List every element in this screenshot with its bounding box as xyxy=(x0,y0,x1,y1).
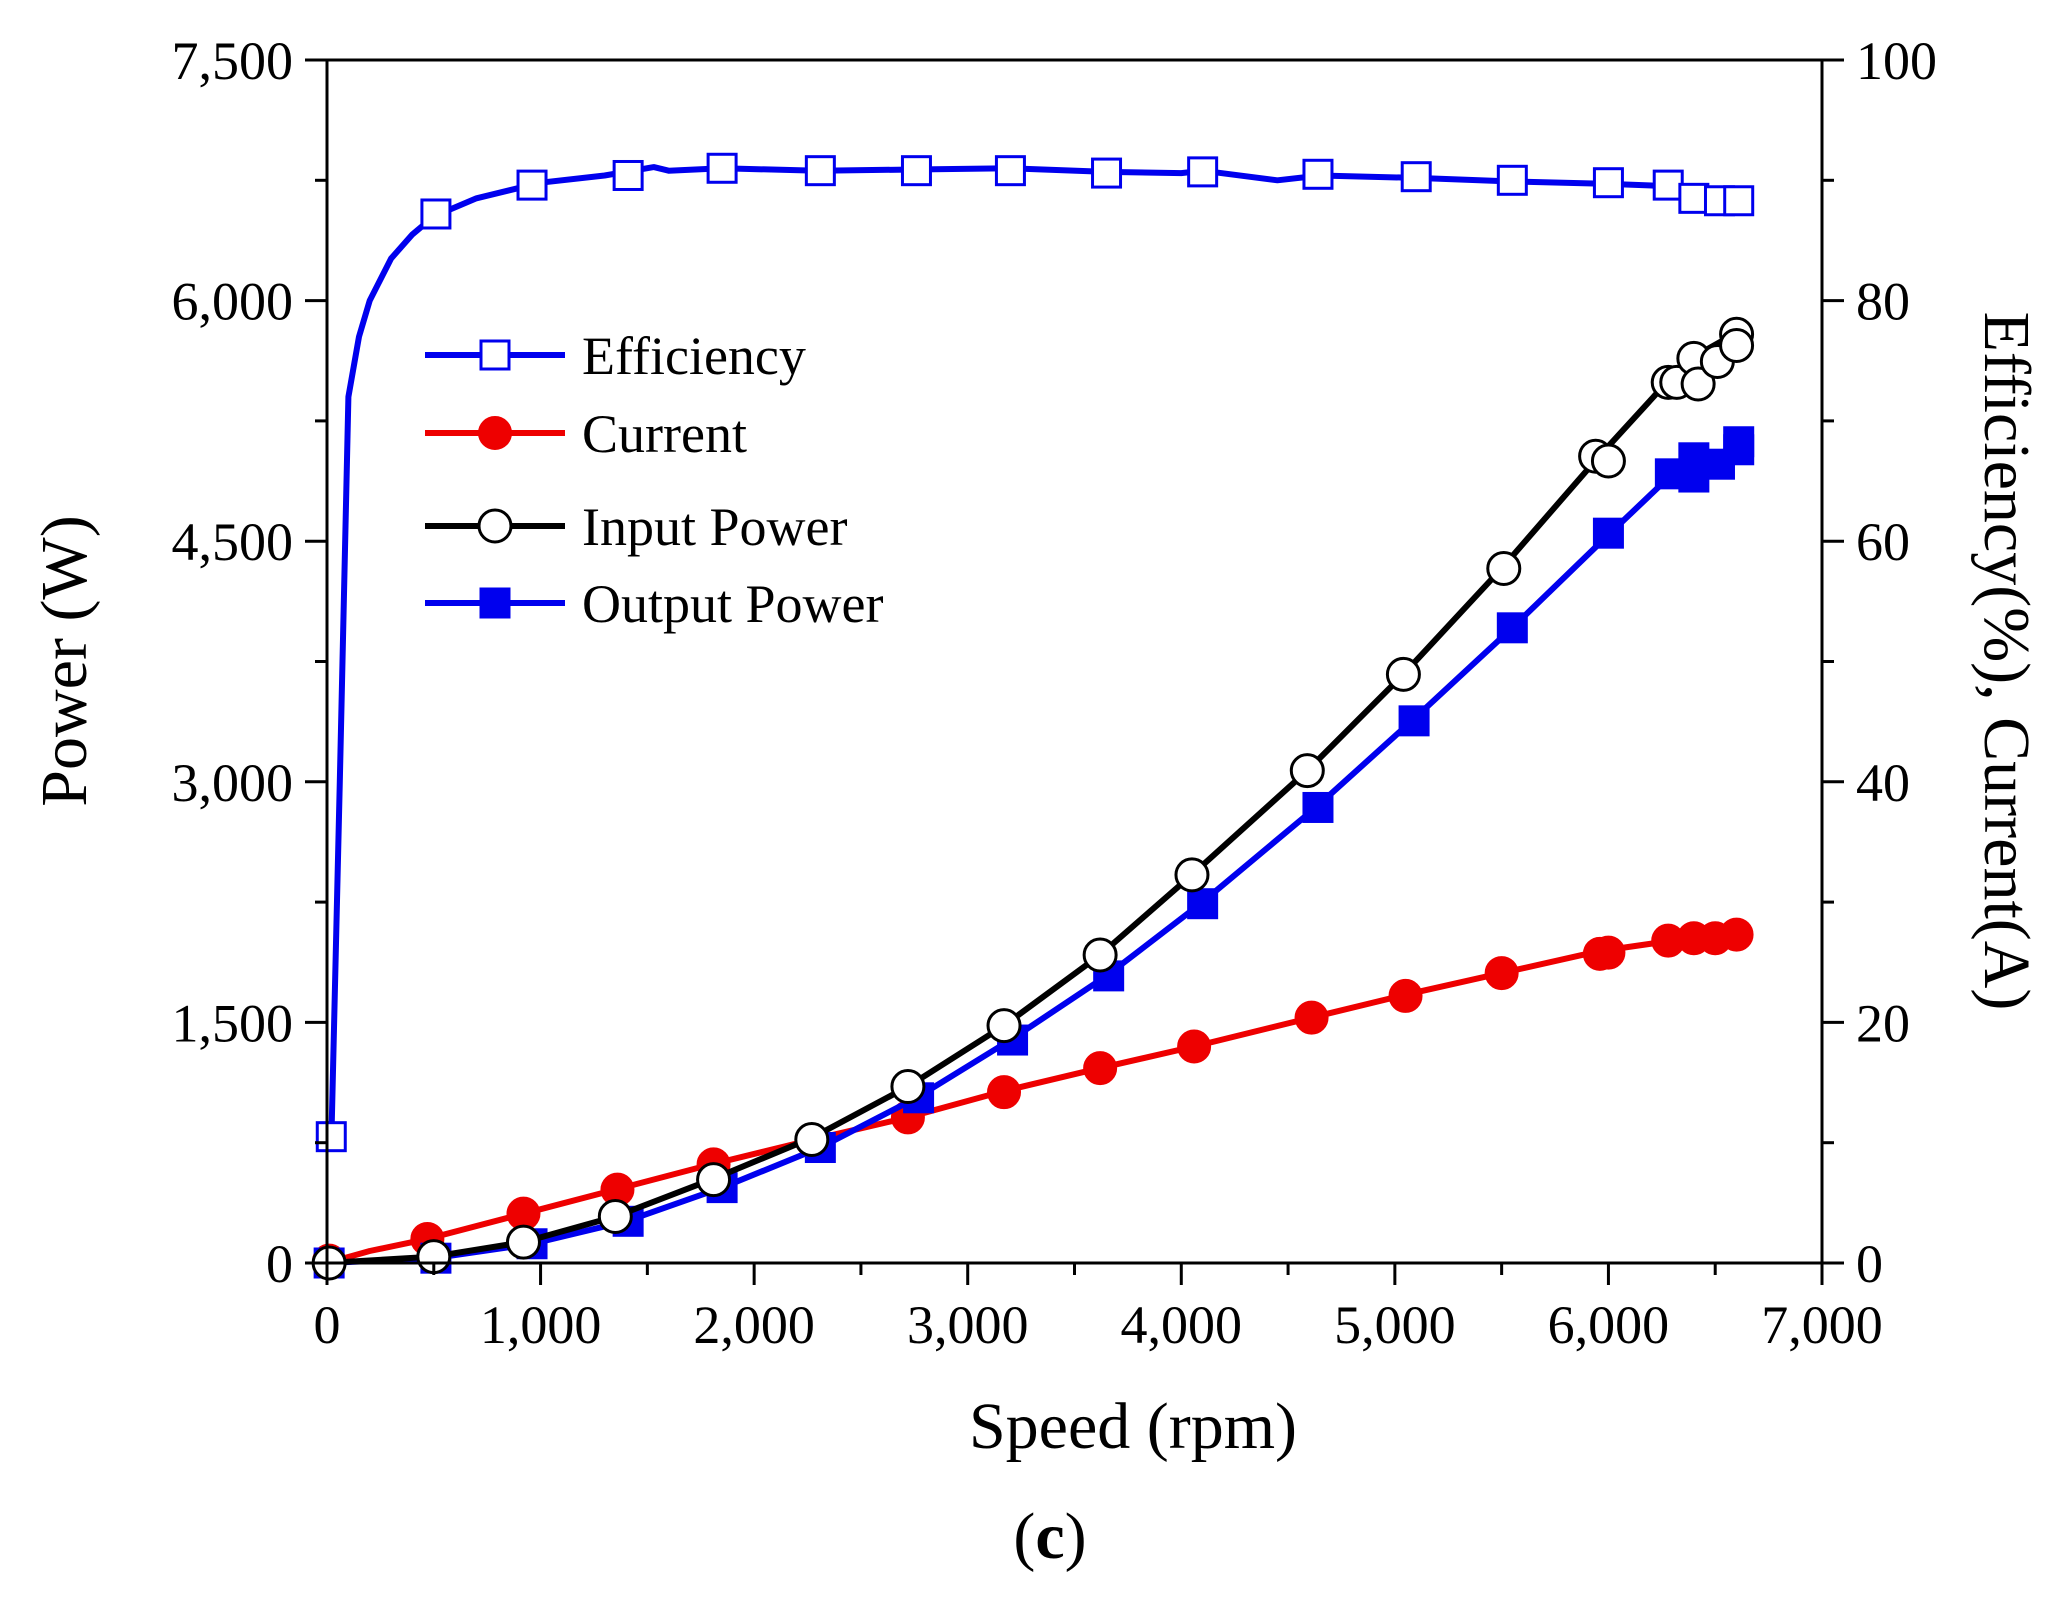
data-point-output-power xyxy=(1592,517,1624,549)
data-point-input-power xyxy=(1719,328,1755,364)
data-point-input-power xyxy=(597,1198,633,1234)
y-right-tick-label: 40 xyxy=(1856,753,1910,813)
legend-entry-current: Current xyxy=(425,404,747,464)
series-input-power xyxy=(311,316,1755,1281)
data-point-input-power xyxy=(794,1121,830,1157)
data-point-efficiency xyxy=(804,155,836,187)
data-point-current xyxy=(1083,1051,1118,1086)
x-tick-label: 1,000 xyxy=(480,1295,602,1355)
x-tick-label: 0 xyxy=(314,1295,341,1355)
x-tick-label: 5,000 xyxy=(1334,1295,1456,1355)
data-point-output-power xyxy=(1678,461,1710,493)
y-right-tick-label: 0 xyxy=(1856,1234,1883,1294)
data-point-input-power xyxy=(986,1008,1022,1044)
data-point-efficiency xyxy=(315,1121,347,1153)
data-point-input-power xyxy=(696,1162,732,1198)
y-left-tick-label: 6,000 xyxy=(172,272,294,332)
data-point-efficiency xyxy=(1091,157,1123,189)
ticks-layer: 0 1,000 2,000 3,000 4,000 5,000 6,000 7,00001,5… xyxy=(172,31,1938,1355)
series-layer xyxy=(311,152,1755,1281)
data-point-output-power xyxy=(1302,791,1334,823)
data-point-output-power xyxy=(1723,434,1755,466)
legend-label-input-power: Input Power xyxy=(582,497,847,557)
legend-entry-efficiency: Efficiency xyxy=(425,326,806,386)
data-point-efficiency xyxy=(1678,182,1710,214)
data-point-efficiency xyxy=(706,152,738,184)
data-point-current xyxy=(1591,935,1626,970)
data-point-input-power xyxy=(1174,857,1210,893)
data-point-input-power xyxy=(505,1224,541,1260)
data-point-efficiency xyxy=(1302,158,1334,190)
data-point-efficiency xyxy=(1723,185,1755,217)
legend-label-current: Current xyxy=(582,404,747,464)
legend-label-output-power: Output Power xyxy=(582,574,884,634)
y-left-tick-label: 1,500 xyxy=(172,993,294,1053)
data-point-efficiency xyxy=(612,159,644,191)
y-right-tick-label: 60 xyxy=(1856,512,1910,572)
y-left-tick-label: 4,500 xyxy=(172,512,294,572)
data-point-efficiency xyxy=(994,155,1026,187)
y-left-tick-label: 0 xyxy=(266,1234,293,1294)
legend: Efficiency Current Input Power Output Po… xyxy=(425,326,884,634)
data-point-efficiency xyxy=(516,169,548,201)
data-point-current xyxy=(1177,1029,1212,1064)
y-left-tick-label: 3,000 xyxy=(172,753,294,813)
data-point-input-power xyxy=(1590,443,1626,479)
y-axis-right-title: Efficiency(%), Current(A) xyxy=(1970,312,2043,1011)
legend-label-efficiency: Efficiency xyxy=(582,326,806,386)
data-point-input-power xyxy=(1680,366,1716,402)
data-point-input-power xyxy=(1385,656,1421,692)
data-point-efficiency xyxy=(420,198,452,230)
y-right-tick-label: 100 xyxy=(1856,31,1937,91)
legend-marker-output-power xyxy=(479,587,511,619)
y-right-tick-label: 80 xyxy=(1856,272,1910,332)
data-point-efficiency xyxy=(900,155,932,187)
series-current xyxy=(312,917,1754,1278)
series-efficiency xyxy=(315,152,1755,1153)
y-left-tick-label: 7,500 xyxy=(172,31,294,91)
legend-entry-output-power: Output Power xyxy=(425,574,884,634)
y-right-tick-label: 20 xyxy=(1856,993,1910,1053)
legend-marker-efficiency xyxy=(479,339,511,371)
data-point-efficiency xyxy=(1592,167,1624,199)
panel-label: (c) xyxy=(1013,1500,1086,1573)
data-point-efficiency xyxy=(1496,164,1528,196)
data-point-current xyxy=(1484,956,1519,991)
x-axis-title: Speed (rpm) xyxy=(969,1390,1297,1463)
x-tick-label: 7,000 xyxy=(1761,1295,1883,1355)
data-point-current xyxy=(987,1075,1022,1110)
data-point-input-power xyxy=(890,1069,926,1105)
legend-entry-input-power: Input Power xyxy=(425,497,847,557)
data-point-current xyxy=(1294,1000,1329,1035)
legend-marker-current xyxy=(478,416,512,450)
data-point-input-power xyxy=(1486,550,1522,586)
data-point-current xyxy=(1388,978,1423,1013)
legend-marker-input-power xyxy=(477,508,513,544)
data-point-input-power xyxy=(1289,753,1325,789)
x-tick-label: 2,000 xyxy=(693,1295,815,1355)
data-point-efficiency xyxy=(1187,156,1219,188)
y-axis-left-title: Power (W) xyxy=(28,515,101,806)
data-point-output-power xyxy=(1496,612,1528,644)
data-point-input-power xyxy=(1082,937,1118,973)
data-point-current xyxy=(1719,917,1754,952)
data-point-efficiency xyxy=(1652,169,1684,201)
data-point-output-power xyxy=(1398,705,1430,737)
x-tick-label: 3,000 xyxy=(907,1295,1029,1355)
data-point-efficiency xyxy=(1400,161,1432,193)
x-tick-label: 4,000 xyxy=(1121,1295,1243,1355)
data-point-output-power xyxy=(1187,888,1219,920)
x-tick-label: 6,000 xyxy=(1548,1295,1670,1355)
